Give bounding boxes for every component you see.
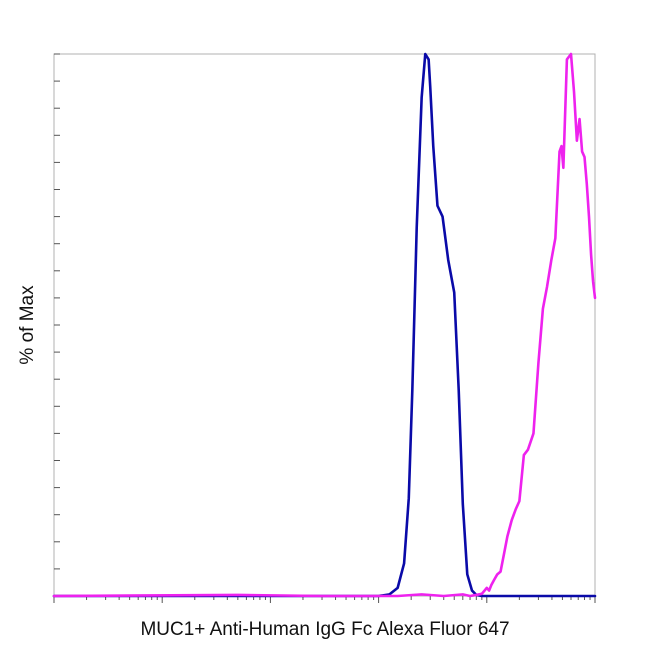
y-axis-label: % of Max [17, 285, 38, 365]
series-layer [52, 52, 597, 598]
series-line-2 [52, 52, 597, 598]
x-axis-label: MUC1+ Anti-Human IgG Fc Alexa Fluor 647 [140, 619, 509, 640]
y-axis-ticks [54, 53, 60, 597]
series-line-1 [52, 52, 597, 598]
